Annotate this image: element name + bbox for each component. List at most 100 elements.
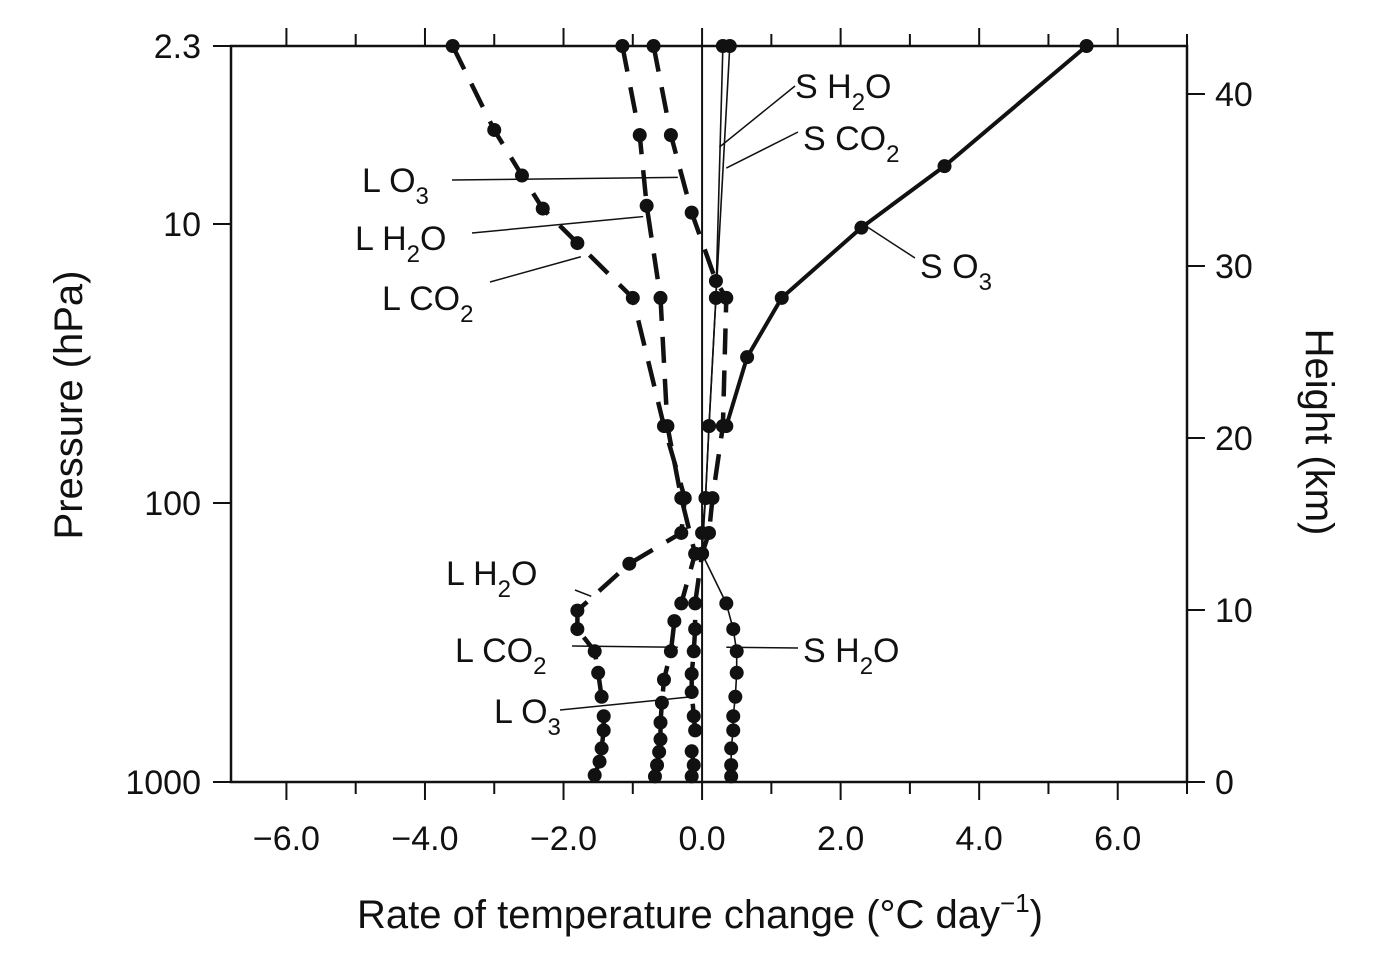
data-point	[688, 622, 703, 637]
x-tick-label: 0.0	[678, 820, 725, 858]
data-point	[684, 685, 699, 700]
annotation-leader	[725, 131, 799, 169]
pressure-tick-label: 1000	[125, 764, 201, 802]
data-point	[570, 603, 585, 618]
data-point	[724, 758, 739, 773]
data-point	[684, 769, 699, 784]
data-point	[726, 709, 741, 724]
data-point	[686, 644, 701, 659]
annotation-label: L O3	[362, 162, 429, 210]
data-point	[625, 290, 640, 305]
x-tick-label: −6.0	[253, 820, 320, 858]
tick-marks	[213, 28, 1205, 800]
series-line	[724, 44, 1088, 427]
data-point	[647, 769, 662, 784]
annotation-label: L H2O	[355, 220, 446, 268]
y-axis-label-right: Height (km)	[1297, 329, 1341, 536]
series-group	[445, 39, 692, 783]
annotation-label: S H2O	[795, 68, 892, 116]
data-point	[615, 39, 630, 53]
data-point	[674, 525, 689, 540]
data-point	[726, 723, 741, 738]
x-tick-label: 2.0	[817, 820, 864, 858]
annotation-label: S O3	[920, 248, 992, 296]
data-point	[715, 419, 730, 434]
data-point	[722, 39, 737, 53]
data-point	[445, 39, 460, 53]
annotation-leader	[489, 256, 582, 283]
data-point	[688, 596, 703, 611]
series-group	[719, 39, 1094, 434]
data-point	[570, 622, 585, 637]
data-point	[650, 758, 665, 773]
data-point	[702, 419, 716, 434]
data-point	[653, 715, 668, 730]
annotation-leader	[718, 85, 796, 148]
data-point	[684, 666, 699, 681]
data-point	[774, 290, 789, 305]
series-line	[620, 45, 698, 777]
plot-frame	[229, 44, 1189, 784]
data-point	[591, 665, 606, 680]
data-point	[653, 732, 668, 747]
data-point	[646, 39, 661, 53]
pressure-tick-label: 2.3	[154, 28, 201, 66]
data-point	[587, 644, 602, 659]
data-point	[854, 220, 869, 235]
x-tick-label: 6.0	[1094, 820, 1141, 858]
annotation-leader	[451, 176, 678, 181]
data-point	[674, 491, 689, 506]
data-point	[724, 741, 739, 756]
height-tick-label: 30	[1215, 248, 1253, 286]
data-point	[656, 672, 671, 687]
pressure-tick-label: 10	[163, 206, 201, 244]
data-point	[632, 128, 647, 143]
annotation-label: L H2O	[446, 555, 537, 603]
data-point	[1079, 39, 1094, 53]
data-point	[652, 744, 667, 759]
y-axis-label-left: Pressure (hPa)	[47, 271, 91, 540]
x-tick-label: −2.0	[530, 820, 597, 858]
annotation-label: L CO2	[455, 632, 546, 680]
data-point	[594, 741, 609, 756]
height-tick-label: 0	[1215, 764, 1234, 802]
annotation-label: S H2O	[803, 632, 900, 680]
annotation-leader	[471, 215, 644, 234]
annotation-leader	[726, 646, 799, 649]
data-point	[674, 596, 689, 611]
data-point	[684, 205, 699, 220]
data-point	[688, 723, 703, 738]
series-line	[651, 45, 729, 777]
height-tick-label: 10	[1215, 592, 1253, 630]
annotation-leader	[574, 589, 592, 598]
data-point	[719, 596, 734, 611]
series-group	[695, 39, 737, 540]
data-point	[740, 350, 755, 365]
data-point	[728, 689, 743, 704]
data-point	[596, 723, 611, 738]
data-point	[729, 665, 744, 680]
series-group	[646, 39, 734, 784]
data-point	[639, 198, 654, 213]
data-point	[726, 622, 741, 637]
data-point	[622, 556, 637, 571]
plot-frame-group	[229, 44, 1189, 784]
data-point	[594, 689, 609, 704]
data-point	[570, 236, 585, 251]
data-point	[535, 201, 550, 216]
data-point	[667, 614, 682, 629]
annotation-leader	[559, 696, 692, 711]
pressure-tick-label: 100	[144, 485, 201, 523]
data-point	[514, 168, 529, 183]
data-point	[708, 290, 723, 305]
height-tick-label: 20	[1215, 420, 1253, 458]
data-point	[724, 769, 739, 784]
data-point	[695, 546, 710, 561]
data-point	[937, 159, 952, 174]
data-point	[729, 644, 744, 659]
data-point	[698, 491, 713, 506]
height-tick-label: 40	[1215, 76, 1253, 114]
series-layer	[445, 39, 1094, 784]
